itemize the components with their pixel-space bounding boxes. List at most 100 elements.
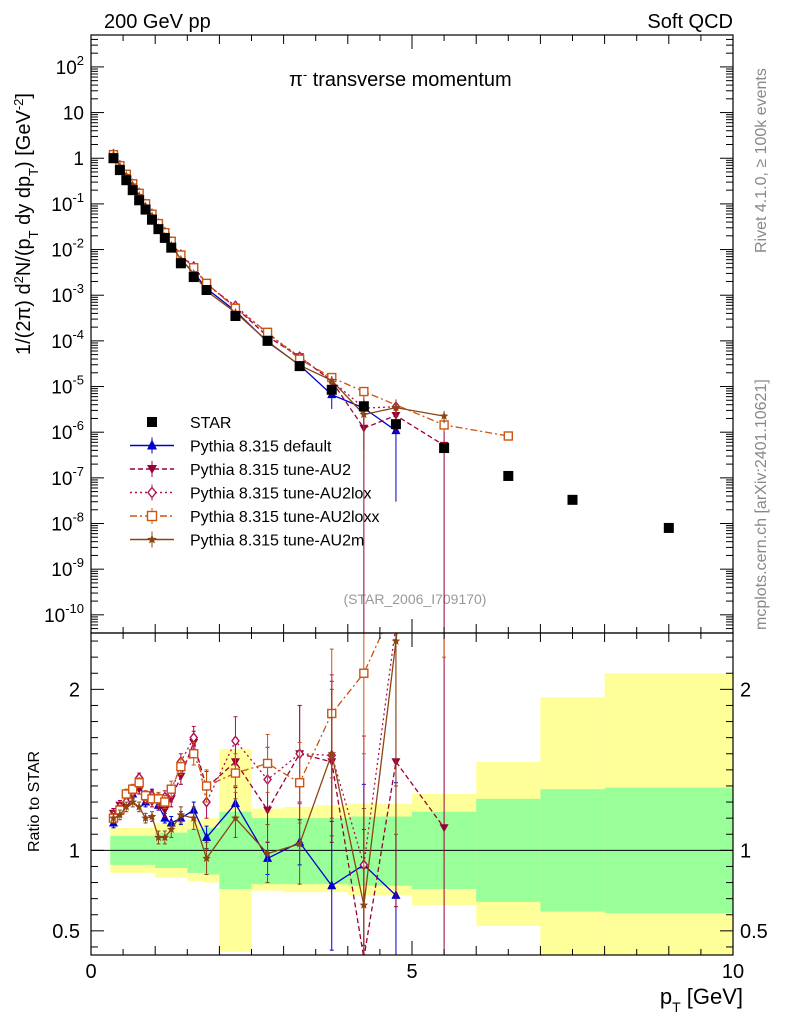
legend-label: Pythia 8.315 tune-AU2m: [190, 533, 364, 550]
ratio-point: [295, 839, 304, 848]
side-label-mcplots: mcplots.cern.ch [arXiv:2401.10621]: [753, 379, 770, 630]
y-tick-label: 10-9: [51, 555, 84, 581]
plot-title-superscript: -: [303, 67, 307, 82]
star-point: [114, 165, 125, 176]
ratio-point: [166, 784, 176, 794]
y-tick-label: 10-7: [51, 464, 84, 490]
legend-label: Pythia 8.315 tune-AU2: [190, 462, 351, 479]
y-axis-label-main: 1/(2π) d2N/(pT dy dpT) [GeV-2]: [11, 93, 41, 355]
ratio-point: [392, 620, 399, 629]
data-point: [359, 386, 369, 397]
star-point: [230, 311, 241, 322]
ratio-point: [134, 778, 144, 788]
ratio-y-tick-label: 0.5: [52, 921, 80, 943]
ratio-point: [359, 954, 369, 955]
ratio-point: [327, 880, 337, 890]
band-inner: [187, 829, 204, 873]
star-point: [358, 401, 369, 412]
data-point: [439, 411, 449, 420]
header-left-title: 200 GeV pp: [104, 11, 211, 33]
ratio-y-tick-label-right: 2: [740, 679, 751, 701]
ratio-point: [439, 824, 449, 833]
ratio-point: [263, 849, 272, 858]
y-tick-label: 10: [63, 104, 84, 125]
main-frame: [90, 34, 734, 634]
ratio-point: [189, 749, 199, 759]
data-point: [262, 327, 273, 338]
legend-item: Pythia 8.315 tune-AU2loxx: [130, 508, 379, 526]
data-point: [359, 410, 369, 419]
star-point: [159, 232, 170, 243]
star-point: [140, 204, 151, 215]
star-point: [503, 470, 514, 481]
ratio-point: [176, 761, 186, 772]
plot-title-symbol: π: [289, 69, 303, 91]
legend-item: Pythia 8.315 tune-AU2lox: [130, 484, 371, 503]
ratio-line: [112, 633, 383, 819]
star-point: [175, 258, 186, 269]
watermark-label: (STAR_2006_I709170): [344, 591, 487, 607]
x-tick-label: 0: [85, 961, 96, 983]
star-point: [188, 272, 199, 283]
data-point: [327, 375, 336, 385]
legend-marker: [146, 510, 158, 522]
star-point: [121, 175, 132, 186]
ratio-point: [359, 900, 369, 909]
legend-marker: [147, 534, 157, 544]
ratio-point: [230, 768, 241, 778]
ratio-point: [160, 812, 170, 822]
ratio-point: [201, 781, 212, 791]
ratio-point: [160, 806, 170, 815]
star-point: [439, 443, 450, 454]
star-point: [201, 285, 212, 296]
star-point: [153, 224, 164, 235]
ratio-point: [167, 824, 176, 834]
ratio-point: [440, 202, 449, 210]
ratio-point: [262, 758, 273, 769]
ratio-point: [121, 789, 132, 799]
star-point: [326, 384, 337, 395]
series-ratio-4: [108, 633, 447, 824]
ratio-y-tick-label-right: 0.5: [740, 921, 768, 943]
star-point: [166, 242, 177, 253]
x-axis-label: pT [GeV]: [660, 984, 743, 1015]
series-main-4: [108, 149, 513, 441]
y-axis-label-ratio: Ratio to STAR: [26, 751, 43, 852]
x-tick-label: 10: [722, 961, 744, 983]
legend-label: Pythia 8.315 default: [190, 439, 332, 456]
series-line: [112, 154, 509, 437]
legend-marker: [147, 486, 157, 499]
legend-marker: [147, 417, 157, 427]
ratio-point: [109, 813, 118, 822]
y-tick-label: 10-3: [51, 281, 84, 307]
ratio-point: [189, 813, 198, 822]
ratio-point: [327, 749, 336, 758]
legend-label: Pythia 8.315 tune-AU2loxx: [190, 509, 379, 526]
plot-title: π- transverse momentum: [289, 67, 512, 92]
legend-item: Pythia 8.315 default: [130, 437, 332, 456]
ratio-point: [176, 772, 186, 781]
star-point: [146, 214, 157, 225]
ratio-y-tick-label: 2: [69, 679, 80, 701]
y-tick-label: 10-6: [51, 418, 84, 444]
star-point: [390, 419, 401, 430]
y-tick-label: 10-10: [44, 601, 84, 627]
star-point: [127, 185, 138, 196]
ratio-point: [154, 833, 163, 842]
legend-item: Pythia 8.315 tune-AU2m: [130, 531, 364, 550]
star-point: [663, 522, 674, 533]
ratio-point: [202, 853, 211, 862]
legend-label: Pythia 8.315 tune-AU2lox: [190, 486, 371, 503]
legend-marker: [147, 439, 157, 450]
y-tick-label: 102: [56, 53, 84, 79]
legend-label: STAR: [190, 415, 231, 432]
ratio-point: [202, 831, 212, 841]
y-tick-label: 10-4: [51, 327, 84, 353]
ratio-point: [391, 636, 401, 645]
ratio-y-tick-label-right: 1: [740, 840, 751, 862]
series-line: [112, 153, 445, 446]
series-line: [112, 154, 445, 417]
y-tick-label: 10-5: [51, 373, 84, 399]
plot-title-text: transverse momentum: [307, 69, 512, 91]
y-tick-label: 10-2: [51, 236, 84, 262]
